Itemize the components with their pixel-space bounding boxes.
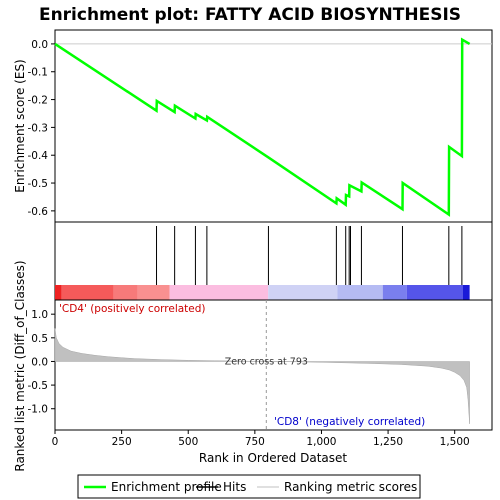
legend-label: Hits [223, 480, 246, 494]
x-tick-label: 250 [112, 436, 132, 448]
metric-y-tick-label: -1.0 [28, 404, 49, 416]
metric-y-tick-label: 0.0 [31, 356, 48, 368]
metric-axis-label: Ranked list metric (Diff_of_Classes) [13, 260, 27, 471]
legend-label: Enrichment profile [111, 480, 222, 494]
hits-panel [54, 221, 493, 301]
metric-y-tick-label: 1.0 [31, 309, 48, 321]
zero-cross-label: Zero cross at 793 [225, 356, 308, 367]
es-y-tick-label: -0.4 [28, 150, 49, 162]
es-y-tick-label: -0.1 [28, 67, 49, 79]
color-bar-segment [382, 285, 407, 300]
legend-frame [77, 474, 421, 499]
es-panel-frame [54, 29, 493, 223]
es-y-tick-label: -0.6 [28, 206, 49, 218]
enrichment-score-panel: 0.0 -0.1 -0.2 -0.3 -0.4 -0.5 -0.6 Enrichment s… [13, 29, 493, 223]
es-y-tick-label: -0.5 [28, 178, 49, 190]
x-tick-label: 1,000 [306, 436, 336, 448]
metric-y-tick-label: -0.5 [28, 380, 49, 392]
color-bar-segment [268, 285, 338, 300]
es-y-tick-label: -0.3 [28, 122, 49, 134]
ranked-metric-panel: 1.0 0.5 0.0 -0.5 -1.0 0 250 500 750 1,000 1,250 1,… [13, 260, 493, 472]
es-axis-label: Enrichment score (ES) [13, 59, 27, 192]
x-tick-label: 1,500 [440, 436, 470, 448]
x-tick-label: 1,250 [373, 436, 403, 448]
x-tick-label: 500 [178, 436, 198, 448]
chart-title: Enrichment plot: FATTY ACID BIOSYNTHESIS [39, 5, 461, 25]
color-bar-segment [406, 285, 463, 300]
color-bar-segment [137, 285, 170, 300]
enrichment-profile-line [54, 37, 471, 217]
color-bar-segment [61, 285, 114, 300]
negative-correlation-label: 'CD8' (negatively correlated) [274, 416, 425, 428]
ranking-metric-area [54, 328, 470, 424]
x-axis-label: Rank in Ordered Dataset [199, 451, 347, 465]
es-y-tick-label: 0.0 [31, 39, 48, 51]
legend: Enrichment profile Hits Ranking metric sco… [77, 474, 421, 499]
color-bar-segment [337, 285, 383, 300]
x-tick-label: 750 [245, 436, 265, 448]
color-bar-segment [169, 285, 269, 300]
color-bar-segment [462, 285, 470, 300]
color-bar-segment [113, 285, 138, 300]
x-tick-label: 0 [52, 436, 59, 448]
positive-correlation-label: 'CD4' (positively correlated) [59, 303, 206, 315]
color-bar-segment [55, 285, 62, 300]
metric-y-tick-label: 0.5 [31, 333, 48, 345]
legend-label: Ranking metric scores [284, 480, 417, 494]
es-y-tick-label: -0.2 [28, 95, 49, 107]
